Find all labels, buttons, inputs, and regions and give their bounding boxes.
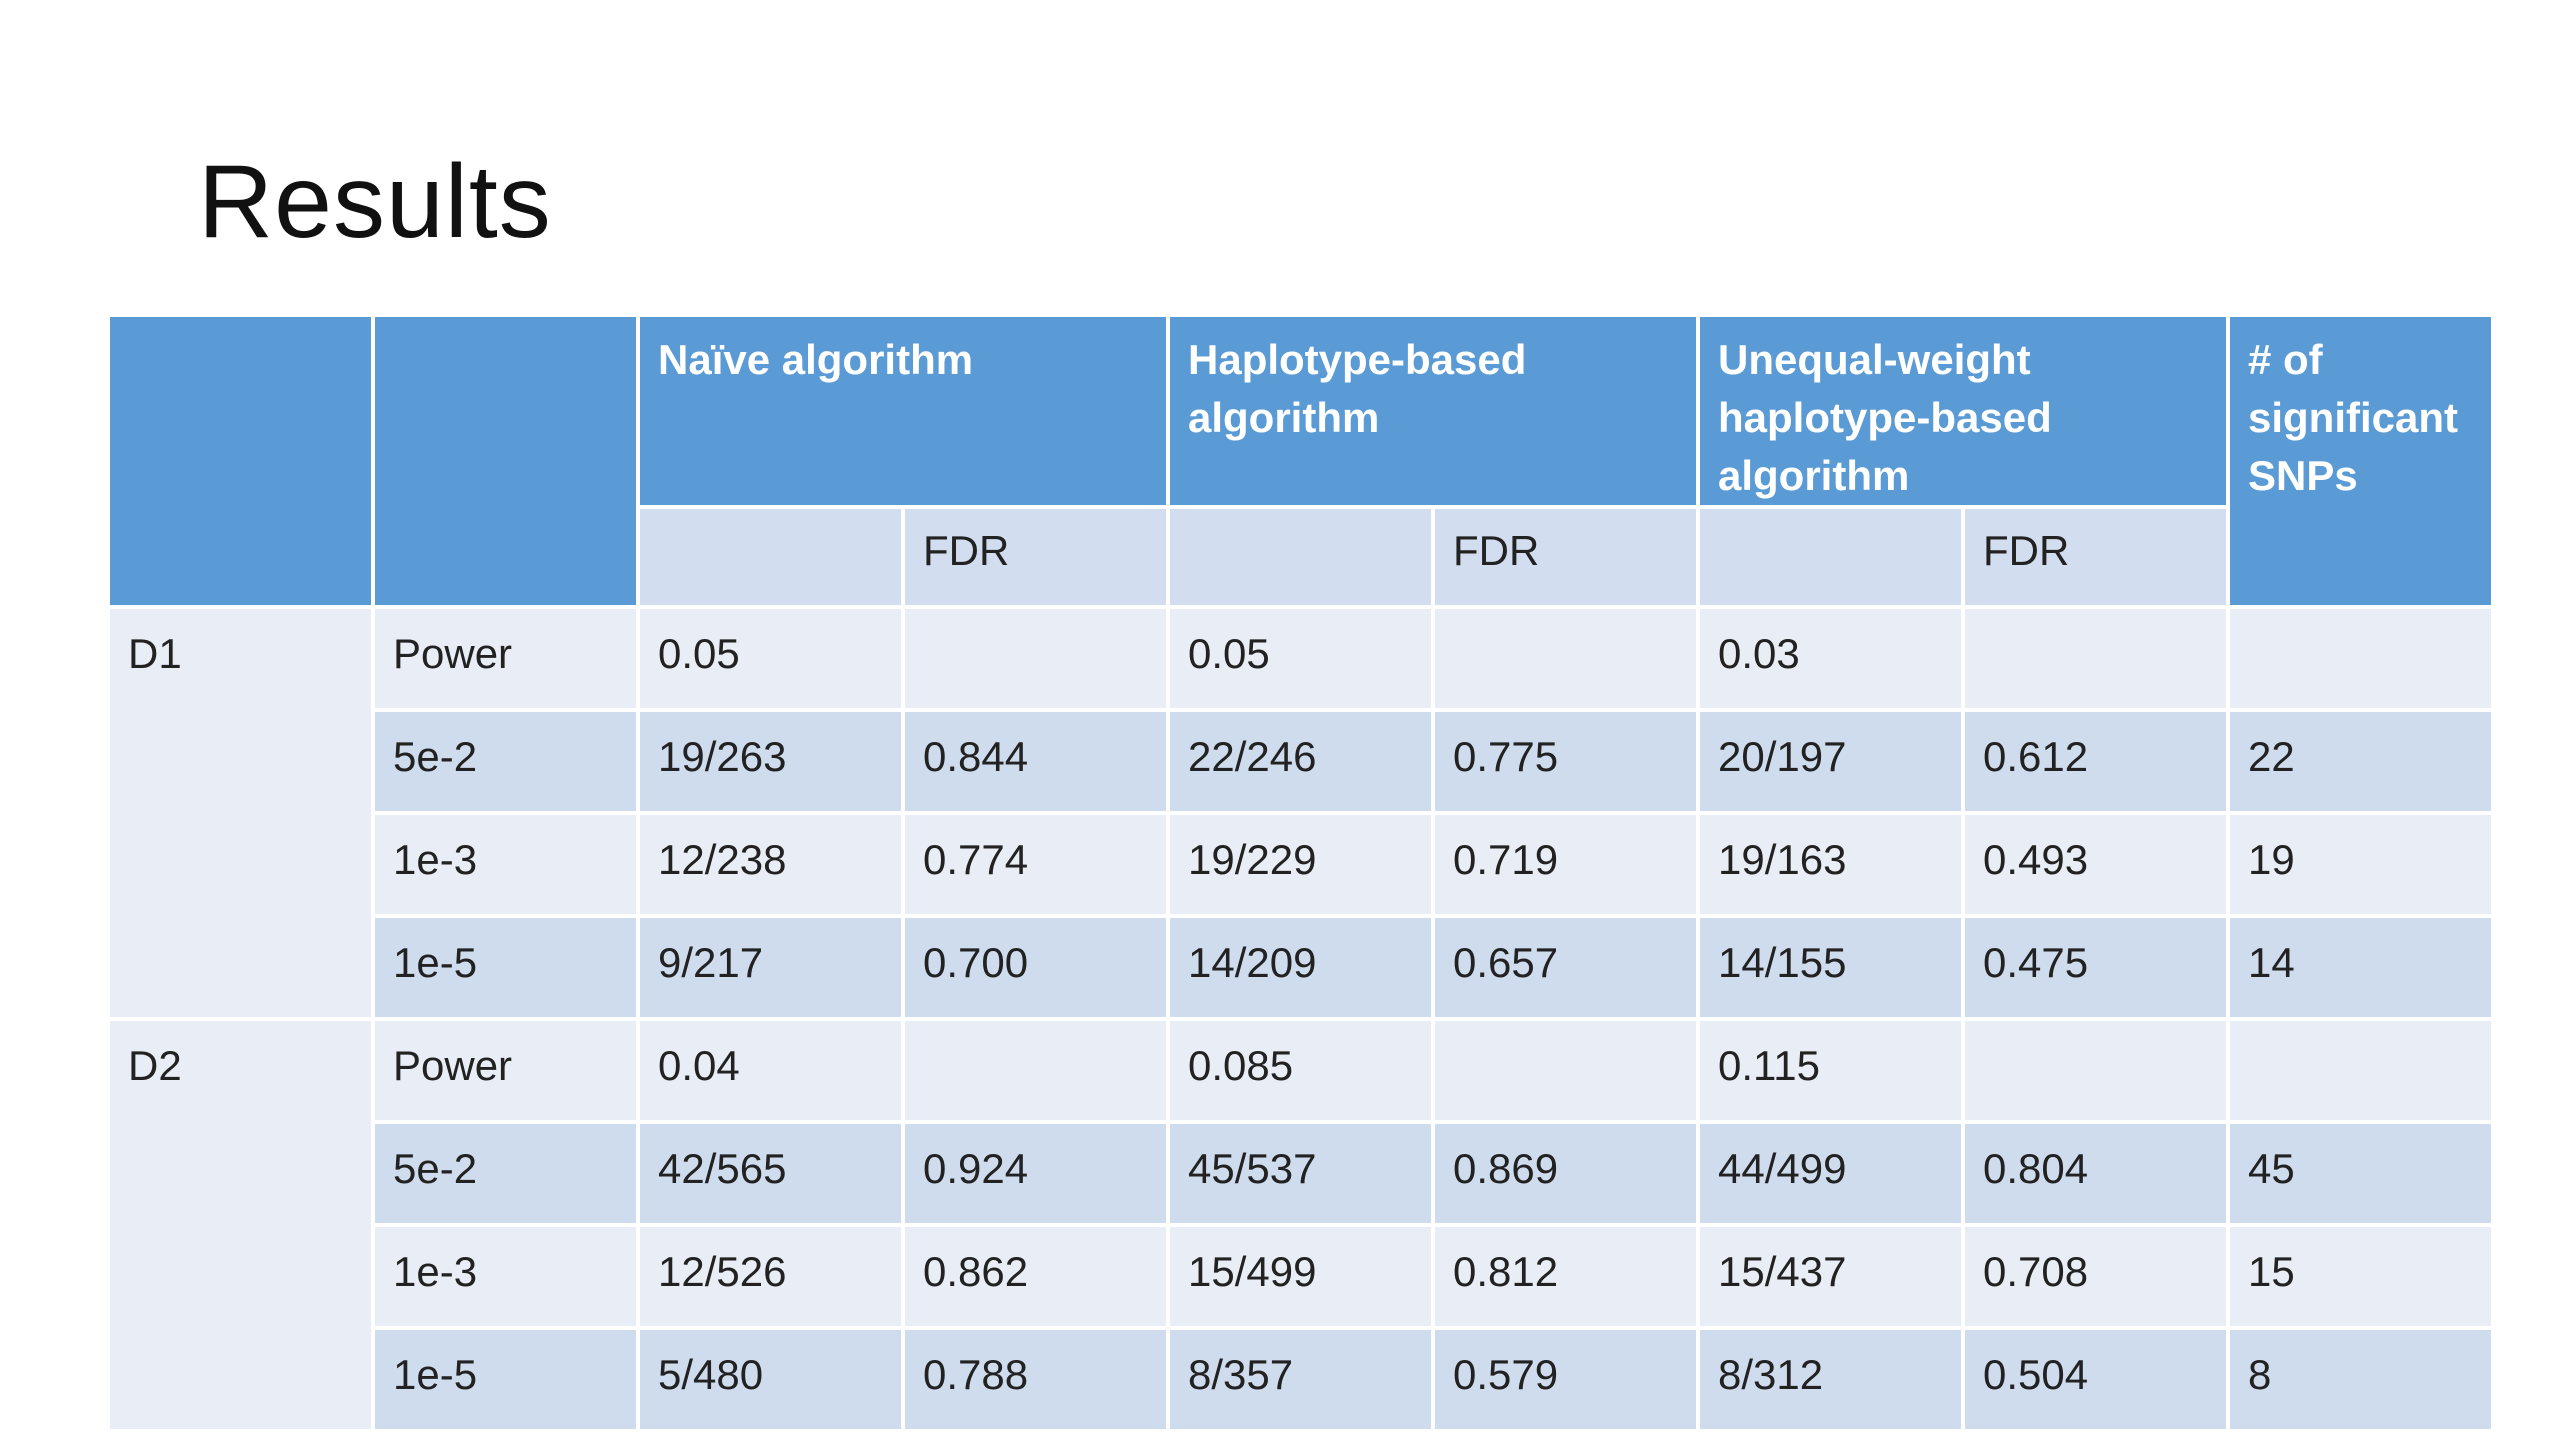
table-row: D2 Power 0.04 0.085 0.115 bbox=[106, 1017, 2495, 1433]
table-row: 1e-3 12/526 0.862 15/499 0.812 15/437 0.… bbox=[108, 1223, 2495, 1330]
naive-cell: 0.04 bbox=[636, 1017, 905, 1124]
slide-title: Results bbox=[198, 144, 552, 260]
hap-cell: 45/537 bbox=[1166, 1120, 1435, 1227]
table-row: 1e-5 5/480 0.788 8/357 0.579 8/312 0.504… bbox=[108, 1326, 2495, 1433]
uw-fdr-cell: 0.804 bbox=[1961, 1120, 2230, 1227]
results-table: Naïve algorithm Haplotype-based algorith… bbox=[106, 313, 2495, 1433]
threshold-cell: 5e-2 bbox=[371, 1120, 640, 1227]
snps-cell: 22 bbox=[2226, 708, 2495, 815]
uw-cell: 15/437 bbox=[1696, 1223, 1965, 1330]
hap-cell: 19/229 bbox=[1166, 811, 1435, 918]
naive-cell: 0.05 bbox=[636, 605, 905, 712]
naive-fdr-cell bbox=[901, 605, 1170, 712]
threshold-cell: Power bbox=[371, 1017, 640, 1124]
threshold-cell: 1e-5 bbox=[371, 914, 640, 1021]
naive-fdr-cell: 0.774 bbox=[901, 811, 1170, 918]
header-unequal-weight-algorithm: Unequal-weight haplotype-based algorithm bbox=[1696, 313, 2230, 509]
naive-fdr-cell: 0.862 bbox=[901, 1223, 1170, 1330]
table-row: D1 Power 0.05 0.05 0.03 bbox=[106, 605, 2495, 1021]
hap-cell: 0.05 bbox=[1166, 605, 1435, 712]
naive-cell: 42/565 bbox=[636, 1120, 905, 1227]
header-dataset-blank bbox=[106, 313, 375, 609]
hap-fdr-cell: 0.812 bbox=[1431, 1223, 1700, 1330]
naive-fdr-cell bbox=[901, 1017, 1170, 1124]
table-row: 5e-2 19/263 0.844 22/246 0.775 20/197 0.… bbox=[108, 708, 2495, 815]
subheader-hap-fdr: FDR bbox=[1431, 505, 1700, 609]
header-threshold-blank bbox=[371, 313, 640, 609]
uw-fdr-cell bbox=[1961, 1017, 2230, 1124]
uw-cell: 20/197 bbox=[1696, 708, 1965, 815]
uw-cell: 0.115 bbox=[1696, 1017, 1965, 1124]
snps-cell bbox=[2226, 605, 2495, 712]
naive-cell: 19/263 bbox=[636, 708, 905, 815]
naive-cell: 12/238 bbox=[636, 811, 905, 918]
subheader-hap-power bbox=[1166, 505, 1435, 609]
snps-cell bbox=[2226, 1017, 2495, 1124]
hap-fdr-cell: 0.775 bbox=[1431, 708, 1700, 815]
snps-cell: 19 bbox=[2226, 811, 2495, 918]
header-significant-snps: # of significant SNPs bbox=[2226, 313, 2495, 609]
hap-cell: 22/246 bbox=[1166, 708, 1435, 815]
threshold-cell: Power bbox=[371, 605, 640, 712]
subheader-row: FDR FDR FDR bbox=[108, 505, 2493, 609]
header-haplotype-algorithm: Haplotype-based algorithm bbox=[1166, 313, 1700, 509]
uw-cell: 19/163 bbox=[1696, 811, 1965, 918]
hap-fdr-cell bbox=[1431, 1017, 1700, 1124]
subheader-naive-power bbox=[636, 505, 905, 609]
header-naive-algorithm: Naïve algorithm bbox=[636, 313, 1170, 509]
uw-fdr-cell: 0.612 bbox=[1961, 708, 2230, 815]
threshold-cell: 1e-5 bbox=[371, 1326, 640, 1433]
uw-fdr-cell: 0.708 bbox=[1961, 1223, 2230, 1330]
table-row: 5e-2 42/565 0.924 45/537 0.869 44/499 0.… bbox=[108, 1120, 2495, 1227]
dataset-label: D2 bbox=[106, 1017, 375, 1433]
dataset-label: D1 bbox=[106, 605, 375, 1021]
naive-fdr-cell: 0.700 bbox=[901, 914, 1170, 1021]
hap-cell: 0.085 bbox=[1166, 1017, 1435, 1124]
naive-fdr-cell: 0.788 bbox=[901, 1326, 1170, 1433]
uw-fdr-cell: 0.504 bbox=[1961, 1326, 2230, 1433]
hap-fdr-cell: 0.657 bbox=[1431, 914, 1700, 1021]
naive-fdr-cell: 0.844 bbox=[901, 708, 1170, 815]
uw-cell: 8/312 bbox=[1696, 1326, 1965, 1433]
hap-fdr-cell bbox=[1431, 605, 1700, 712]
header-row: Naïve algorithm Haplotype-based algorith… bbox=[106, 313, 2495, 609]
threshold-cell: 5e-2 bbox=[371, 708, 640, 815]
table-row: 1e-5 9/217 0.700 14/209 0.657 14/155 0.4… bbox=[108, 914, 2495, 1021]
hap-fdr-cell: 0.869 bbox=[1431, 1120, 1700, 1227]
threshold-cell: 1e-3 bbox=[371, 1223, 640, 1330]
snps-cell: 15 bbox=[2226, 1223, 2495, 1330]
uw-cell: 44/499 bbox=[1696, 1120, 1965, 1227]
table-row: 1e-3 12/238 0.774 19/229 0.719 19/163 0.… bbox=[108, 811, 2495, 918]
hap-cell: 8/357 bbox=[1166, 1326, 1435, 1433]
hap-fdr-cell: 0.719 bbox=[1431, 811, 1700, 918]
uw-cell: 14/155 bbox=[1696, 914, 1965, 1021]
hap-fdr-cell: 0.579 bbox=[1431, 1326, 1700, 1433]
naive-cell: 12/526 bbox=[636, 1223, 905, 1330]
snps-cell: 45 bbox=[2226, 1120, 2495, 1227]
snps-cell: 14 bbox=[2226, 914, 2495, 1021]
subheader-uw-power bbox=[1696, 505, 1965, 609]
uw-fdr-cell: 0.475 bbox=[1961, 914, 2230, 1021]
hap-cell: 14/209 bbox=[1166, 914, 1435, 1021]
naive-cell: 9/217 bbox=[636, 914, 905, 1021]
naive-cell: 5/480 bbox=[636, 1326, 905, 1433]
subheader-naive-fdr: FDR bbox=[901, 505, 1170, 609]
uw-fdr-cell: 0.493 bbox=[1961, 811, 2230, 918]
subheader-uw-fdr: FDR bbox=[1961, 505, 2230, 609]
hap-cell: 15/499 bbox=[1166, 1223, 1435, 1330]
uw-cell: 0.03 bbox=[1696, 605, 1965, 712]
naive-fdr-cell: 0.924 bbox=[901, 1120, 1170, 1227]
uw-fdr-cell bbox=[1961, 605, 2230, 712]
threshold-cell: 1e-3 bbox=[371, 811, 640, 918]
snps-cell: 8 bbox=[2226, 1326, 2495, 1433]
